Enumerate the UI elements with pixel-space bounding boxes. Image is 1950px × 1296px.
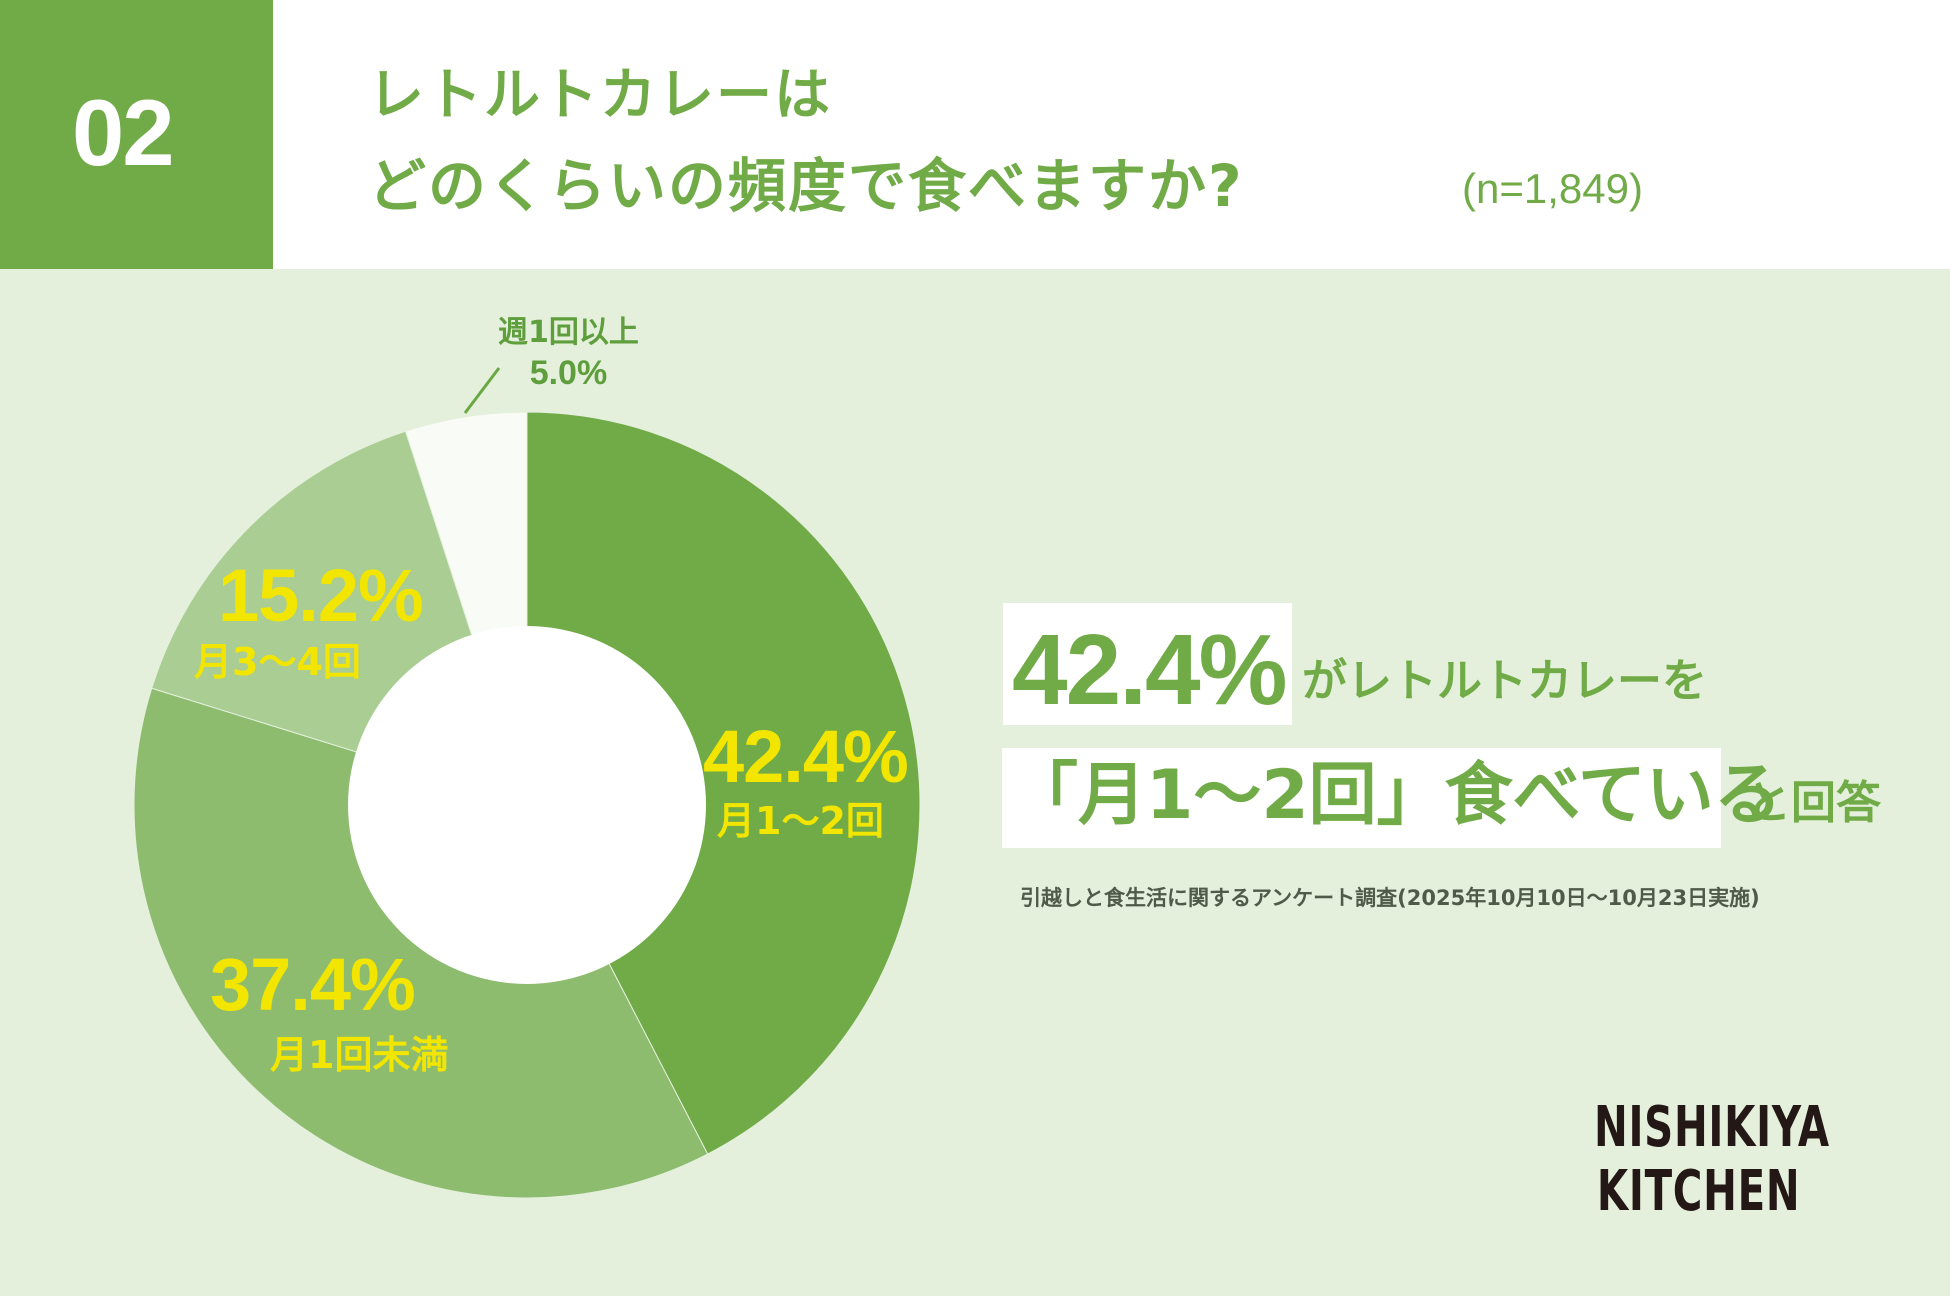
- slice-value: 42.4%: [703, 715, 909, 798]
- survey-footnote: 引越しと食生活に関するアンケート調査(2025年10月10日〜10月23日実施): [1020, 886, 1760, 910]
- header-band: [0, 0, 1950, 269]
- donut-hole: [348, 626, 706, 984]
- callout-line2-highlight: 「月1〜2回」食べている: [1010, 756, 1782, 835]
- logo-line1: NISHIKIYA: [1594, 1095, 1830, 1160]
- slice-value: 5.0%: [529, 354, 608, 392]
- callout-highlight-box-2: [1002, 748, 1721, 848]
- slice-value: 37.4%: [210, 943, 416, 1026]
- slice-label-weekly: 週1回以上 5.0%: [498, 315, 639, 392]
- question-title-line1: レトルトカレーは: [368, 63, 832, 128]
- donut-slice: [526, 411, 921, 1155]
- slice-label-monthly-1-2: 42.4% 月1〜2回: [703, 715, 909, 843]
- slice-value: 15.2%: [218, 554, 424, 637]
- slice-label-less-than-monthly: 37.4% 月1回未満: [210, 943, 449, 1077]
- slice-category: 週1回以上: [498, 315, 639, 350]
- brand-logo: NISHIKIYA KITCHEN: [1594, 1096, 1830, 1224]
- callout-line2-suffix: と回答: [1746, 776, 1882, 829]
- callout-line1-suffix: がレトルトカレーを: [1302, 654, 1708, 707]
- slice-label-monthly-3-4: 15.2% 月3〜4回: [194, 554, 424, 682]
- logo-line2: KITCHEN: [1596, 1159, 1801, 1224]
- question-title-line2: どのくらいの頻度で食べますか?: [368, 152, 1244, 220]
- callout-percentage: 42.4%: [1012, 614, 1288, 726]
- slice-category: 月1〜2回: [717, 799, 884, 843]
- slice-category: 月1回未満: [270, 1033, 449, 1077]
- question-number-block: 02: [0, 0, 273, 269]
- sample-size: (n=1,849): [1462, 165, 1643, 212]
- callout-highlight-box-1: [1003, 603, 1292, 725]
- question-number: 02: [72, 80, 175, 185]
- leader-line: [463, 367, 501, 414]
- slice-category: 月3〜4回: [194, 640, 361, 684]
